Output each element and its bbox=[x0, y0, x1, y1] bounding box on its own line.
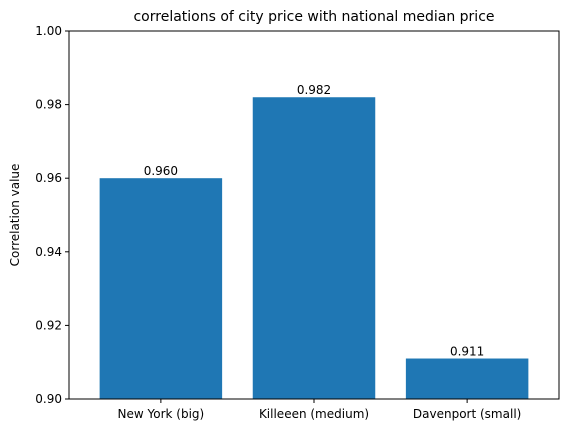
chart-title: correlations of city price with national… bbox=[133, 9, 494, 25]
x-axis: New York (big) Killeeen (medium) Davenport… bbox=[118, 399, 521, 421]
bars-group bbox=[99, 97, 529, 400]
y-tick-label: 0.96 bbox=[35, 171, 62, 185]
x-tick-label: Killeeen (medium) bbox=[259, 407, 369, 421]
y-tick-label: 0.92 bbox=[35, 318, 62, 332]
y-axis: 0.90 0.92 0.94 0.96 0.98 1.00 bbox=[35, 24, 69, 406]
bar-labels-group: 0.960 0.982 0.911 bbox=[144, 83, 485, 358]
bar-2 bbox=[405, 358, 529, 399]
x-tick-label: New York (big) bbox=[118, 407, 205, 421]
y-axis-label: Correlation value bbox=[8, 164, 22, 267]
bar-1 bbox=[252, 97, 376, 400]
y-tick-label: 0.90 bbox=[35, 392, 62, 406]
y-tick-label: 0.94 bbox=[35, 245, 62, 259]
y-tick-label: 1.00 bbox=[35, 24, 62, 38]
x-tick-label: Davenport (small) bbox=[413, 407, 521, 421]
y-tick-label: 0.98 bbox=[35, 98, 62, 112]
bar-value-label: 0.960 bbox=[144, 164, 178, 178]
bar-value-label: 0.911 bbox=[450, 345, 484, 359]
bar-0 bbox=[99, 178, 223, 399]
bar-value-label: 0.982 bbox=[297, 83, 331, 97]
